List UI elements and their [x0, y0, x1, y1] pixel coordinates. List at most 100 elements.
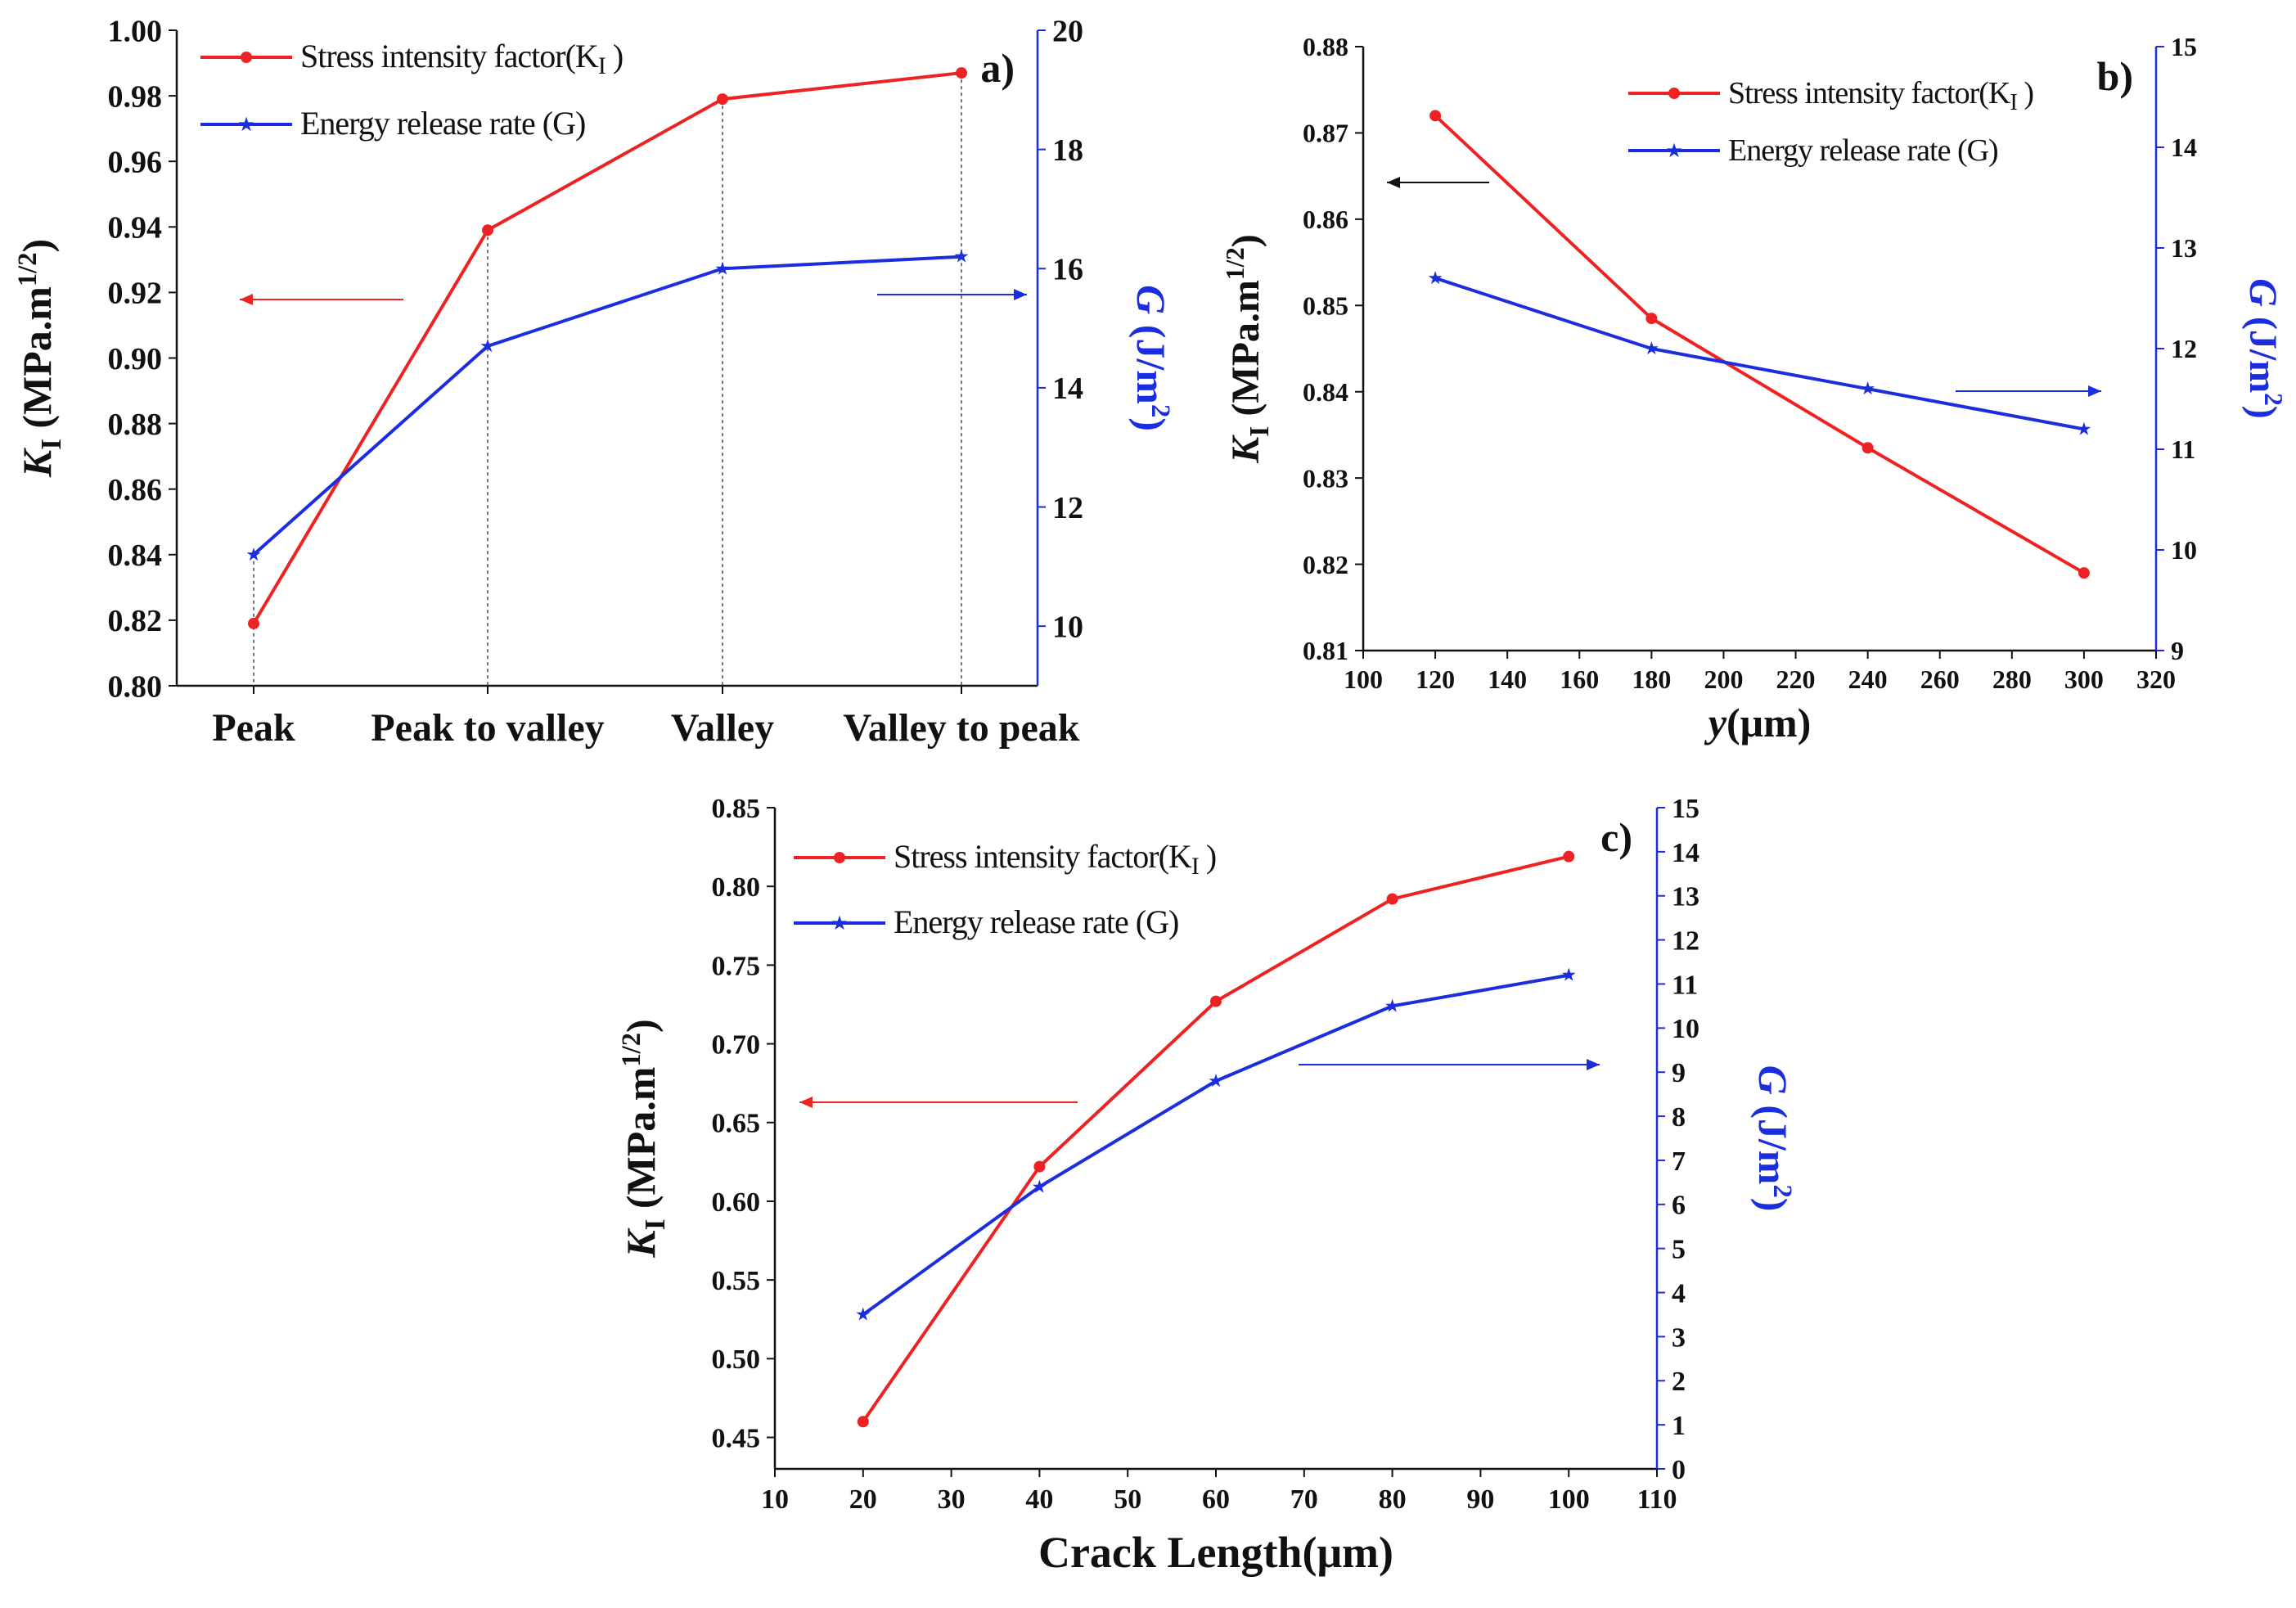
x-tick-label: 90 [1466, 1484, 1494, 1515]
y-left-symbol: K [618, 1227, 664, 1259]
k-data-point [1033, 1160, 1046, 1173]
right-tick-label: 15 [2171, 32, 2197, 61]
left-tick-label: 0.75 [712, 951, 761, 981]
legend-k-text: Stress intensity factor(K [1728, 76, 2011, 110]
right-tick-label: 10 [1672, 1014, 1699, 1044]
left-tick-label: 0.96 [108, 146, 163, 180]
legend-k-label: Stress intensity factor(KI ) [1728, 76, 2033, 115]
left-tick-label: 0.87 [1303, 119, 1348, 148]
x-tick-label: 70 [1290, 1484, 1318, 1515]
right-tick-label: 5 [1672, 1235, 1686, 1265]
arrow-head [2088, 385, 2101, 397]
g-data-point: ★ [1208, 1070, 1224, 1091]
y-left-label: KI (MPa.m1/2) [617, 1019, 671, 1258]
y-right-close: ) [1128, 417, 1174, 431]
arrow-head [1014, 289, 1027, 300]
right-tick-label: 13 [2171, 233, 2197, 263]
right-tick-label: 9 [2171, 636, 2184, 665]
y-right-label: G (J/m2) [2241, 278, 2288, 419]
y-left-unit: (MPa.m [618, 1067, 664, 1219]
y-left-close: ) [14, 239, 60, 253]
y-right-label: G (J/m2) [1750, 1065, 1797, 1212]
y-left-sup: 1/2 [1221, 247, 1249, 280]
right-tick-label: 8 [1672, 1102, 1686, 1133]
y-right-label: G (J/m2) [1128, 285, 1175, 431]
panel-label: c) [1600, 814, 1632, 860]
legend-k-marker [834, 852, 845, 863]
legend-g-marker: ★ [831, 913, 849, 935]
y-right-symbol: G [2241, 278, 2285, 307]
y-left-label: KI (MPa.m1/2) [1221, 234, 1275, 464]
g-data-point: ★ [1384, 995, 1401, 1016]
legend-k-marker [1668, 88, 1680, 99]
k-series-line [252, 71, 962, 624]
legend-g-label: Energy release rate (G) [1728, 133, 1998, 168]
k-data-point [2078, 567, 2090, 579]
k-data-point [1645, 313, 1658, 325]
left-tick-label: 0.82 [108, 604, 163, 638]
y-right-close: ) [2241, 406, 2285, 419]
g-data-point: ★ [479, 336, 496, 356]
g-data-point: ★ [1032, 1176, 1048, 1196]
x-tick-label: 180 [1632, 664, 1671, 694]
legend-k-sub: I [1191, 853, 1199, 880]
y-left-close: ) [618, 1019, 664, 1033]
right-tick-label: 10 [2171, 535, 2197, 565]
right-tick-label: 15 [1672, 794, 1699, 824]
x-category-label: Peak [212, 706, 295, 750]
left-tick-label: 0.88 [108, 408, 163, 442]
k-data-point [1386, 893, 1398, 905]
x-tick-label: 100 [1344, 664, 1383, 694]
g-data-point: ★ [953, 246, 970, 267]
x-tick-label: 10 [761, 1484, 789, 1515]
k-series-line [862, 854, 1569, 1423]
g-data-point: ★ [245, 544, 262, 565]
x-tick-label: 60 [1202, 1484, 1230, 1515]
left-tick-label: 0.55 [712, 1266, 761, 1296]
arrow-head [240, 294, 253, 305]
y-left-sup: 1/2 [617, 1033, 646, 1067]
right-tick-label: 14 [2171, 133, 2197, 162]
legend-k-close: ) [1199, 838, 1216, 875]
legend-g-marker: ★ [237, 115, 255, 136]
g-series-line [862, 973, 1569, 1317]
y-left-sub: I [1245, 426, 1275, 437]
left-tick-label: 0.70 [712, 1029, 761, 1060]
right-tick-label: 14 [1672, 838, 1699, 868]
left-tick-label: 0.81 [1303, 636, 1348, 665]
right-tick-label: 13 [1672, 882, 1699, 912]
y-left-unit: (MPa.m [14, 286, 60, 439]
arrow-head [1387, 177, 1400, 188]
y-left-symbol: K [1224, 435, 1267, 464]
y-right-sup: 2 [2259, 393, 2288, 406]
x-category-label: Valley to peak [844, 706, 1080, 750]
y-right-unit: (J/m [1750, 1095, 1796, 1185]
x-tick-label: 30 [938, 1484, 966, 1515]
x-tick-label: 110 [1636, 1484, 1677, 1515]
left-tick-label: 0.88 [1303, 32, 1348, 61]
left-tick-label: 0.82 [1303, 550, 1348, 579]
left-tick-label: 0.94 [108, 211, 163, 245]
g-series-line [252, 254, 962, 556]
panel-label: a) [980, 45, 1015, 91]
right-tick-label: 20 [1052, 14, 1083, 48]
left-tick-label: 0.85 [712, 794, 761, 824]
right-tick-label: 16 [1052, 253, 1083, 287]
g-data-point: ★ [2076, 418, 2092, 439]
x-tick-label: 120 [1416, 664, 1455, 694]
x-category-label: Peak to valley [371, 706, 604, 750]
y-right-unit: (J/m [1128, 314, 1174, 404]
right-tick-label: 10 [1052, 610, 1083, 644]
right-tick-label: 18 [1052, 133, 1083, 168]
left-tick-label: 0.90 [108, 342, 163, 376]
legend-k-marker [241, 52, 252, 63]
panel-c: 0.450.500.550.600.650.700.750.800.850123… [617, 794, 1797, 1577]
y-right-sup: 2 [1146, 404, 1175, 417]
y-left-sub: I [639, 1219, 671, 1231]
k-series-line [1434, 114, 2085, 574]
y-left-unit: (MPa.m [1224, 280, 1267, 426]
left-tick-label: 0.84 [1303, 377, 1348, 407]
y-right-symbol: G [1750, 1065, 1796, 1095]
x-tick-label: 280 [1992, 664, 2032, 694]
